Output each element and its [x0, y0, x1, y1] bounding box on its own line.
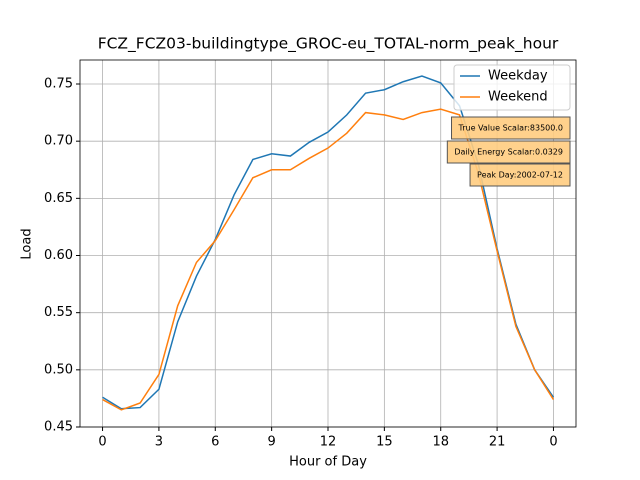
x-tick-label: 9: [267, 435, 275, 450]
annotation-box: [451, 116, 571, 140]
y-tick-label: 0.70: [44, 134, 73, 149]
x-tick-label: 18: [432, 435, 449, 450]
y-tick-label: 0.45: [44, 420, 73, 435]
y-tick-label: 0.65: [44, 191, 73, 206]
legend-label: Weekend: [488, 90, 548, 105]
x-tick-label: 0: [98, 435, 106, 450]
annotation: Peak Day:2002-07-12: [469, 163, 571, 187]
annotation-text: Peak Day:2002-07-12: [477, 171, 563, 180]
x-tick-label: 12: [320, 435, 337, 450]
annotation-box: [446, 140, 571, 164]
x-tick-label: 15: [376, 435, 393, 450]
y-tick-label: 0.60: [44, 248, 73, 263]
chart-title: FCZ_FCZ03-buildingtype_GROC-eu_TOTAL-nor…: [98, 35, 559, 54]
plot-frame: [79, 59, 577, 428]
x-tick-label: 21: [489, 435, 506, 450]
annotation: Daily Energy Scalar:0.0329: [446, 140, 571, 164]
x-tick-label: 0: [549, 435, 557, 450]
y-tick-label: 0.50: [44, 362, 73, 377]
x-tick-label: 6: [211, 435, 219, 450]
legend-label: Weekday: [488, 69, 548, 84]
y-axis-label: Load: [20, 228, 35, 259]
annotation: True Value Scalar:83500.0: [451, 116, 571, 140]
annotation-text: True Value Scalar:83500.0: [458, 124, 563, 133]
x-axis-label: Hour of Day: [289, 455, 367, 470]
annotation-box: [469, 163, 571, 187]
legend-box: [453, 64, 571, 111]
y-tick-label: 0.75: [44, 77, 73, 92]
x-tick-label: 3: [155, 435, 163, 450]
y-tick-label: 0.55: [44, 305, 73, 320]
annotation-text: Daily Energy Scalar:0.0329: [454, 148, 563, 157]
